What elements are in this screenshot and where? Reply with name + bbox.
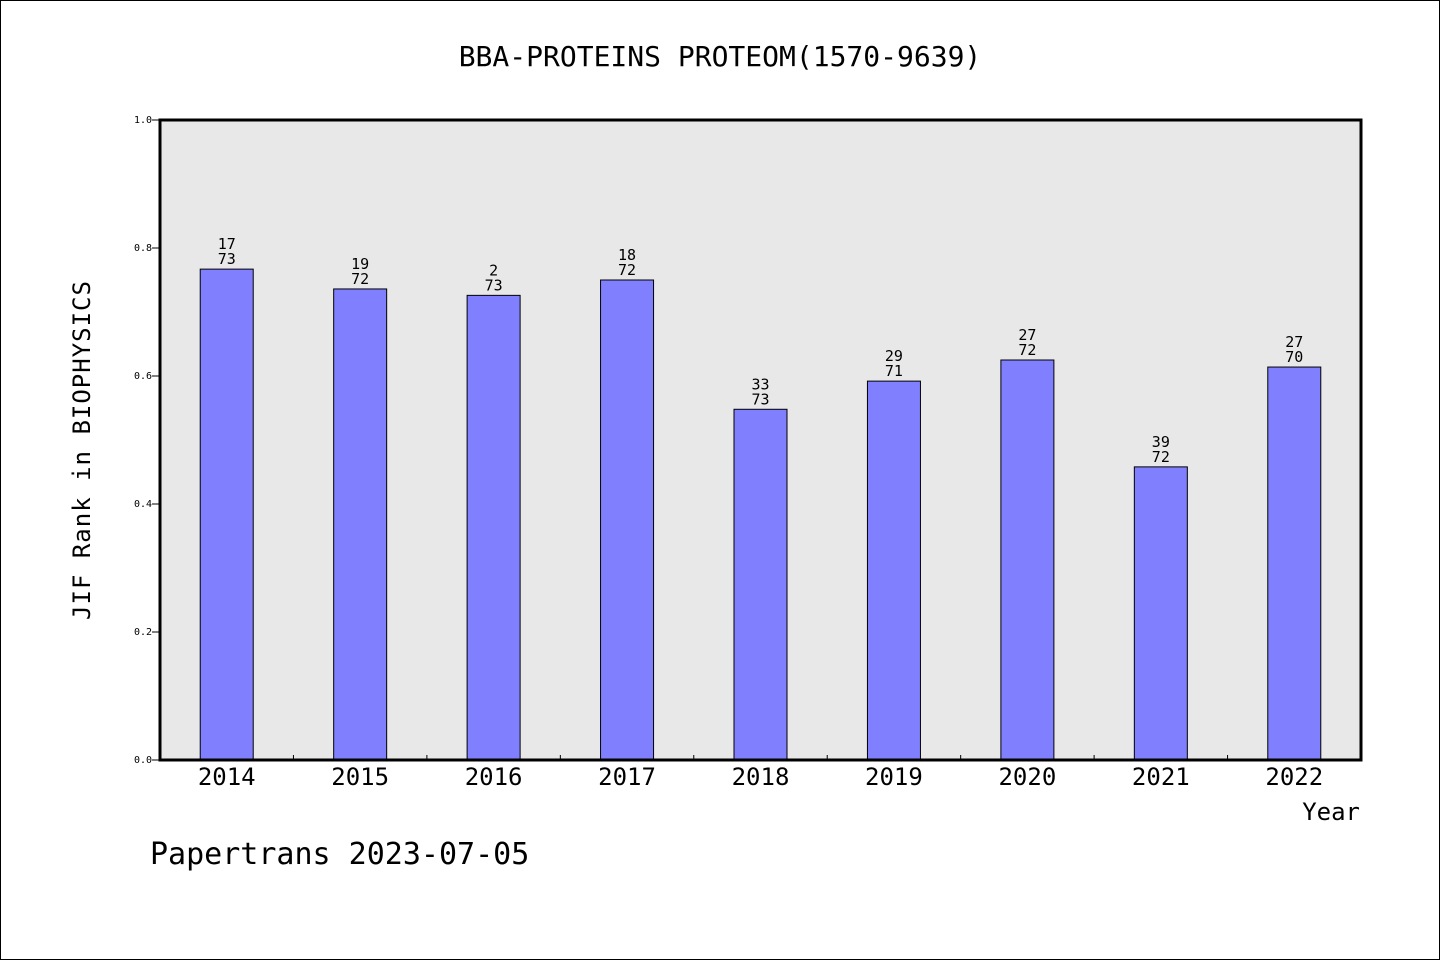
x-tick-label: 2015 (331, 763, 389, 791)
bar-2022 (1267, 366, 1322, 761)
bar-rank-label: 2 (489, 261, 498, 279)
bar-total-label: 71 (885, 362, 903, 380)
bar-total-label: 70 (1285, 348, 1303, 366)
y-tick-label: 0.4 (134, 499, 152, 510)
bar-2018 (733, 408, 788, 761)
bar-total-label: 72 (351, 270, 369, 288)
x-tick-label: 2016 (465, 763, 523, 791)
bar-total-label: 73 (751, 390, 769, 408)
bar-rank-label: 39 (1152, 433, 1170, 451)
bar-rank-label: 27 (1285, 333, 1303, 351)
bar-rank-label: 29 (885, 347, 903, 365)
x-axis: 2014 2015 2016 2017 2018 2019 2020 2021 2022 (198, 755, 1323, 791)
bar-2015 (333, 288, 388, 761)
bar-rank-label: 18 (618, 246, 636, 264)
footer-text: Papertrans 2023-07-05 (150, 837, 529, 872)
bar-rank-label: 27 (1018, 326, 1036, 344)
bar-total-label: 72 (1152, 448, 1170, 466)
bar-rank-label: 19 (351, 255, 369, 273)
bar-2021 (1133, 466, 1188, 761)
plot-border (158, 118, 1363, 762)
x-axis-label: Year (1302, 798, 1360, 826)
bar-rank-label: 33 (751, 375, 769, 393)
y-axis-label: JIF Rank in BIOPHYSICS (68, 280, 96, 620)
y-tick-label: 0.0 (134, 755, 152, 766)
y-tick-label: 0.2 (134, 627, 152, 638)
x-tick-label: 2017 (598, 763, 656, 791)
x-tick-label: 2019 (865, 763, 923, 791)
bars-group (199, 268, 1322, 761)
bar-2020 (1000, 359, 1055, 761)
bar-total-label: 72 (618, 261, 636, 279)
bar-2016 (466, 294, 521, 761)
y-tick-label: 1.0 (134, 115, 152, 126)
bar-total-label: 73 (485, 276, 503, 294)
x-tick-label: 2022 (1265, 763, 1323, 791)
chart-title: BBA-PROTEINS PROTEOM(1570-9639) (459, 40, 982, 73)
y-axis: 0.0 0.2 0.4 0.6 0.8 1.0 (134, 115, 160, 766)
y-tick-label: 0.8 (134, 243, 152, 254)
bar-total-label: 73 (218, 250, 236, 268)
bar-rank-label: 17 (218, 235, 236, 253)
y-tick-label: 0.6 (134, 371, 152, 382)
x-tick-label: 2014 (198, 763, 256, 791)
bar-2019 (866, 380, 921, 761)
x-tick-label: 2018 (732, 763, 790, 791)
x-tick-label: 2020 (998, 763, 1056, 791)
bar-total-label: 72 (1018, 341, 1036, 359)
bar-2014 (199, 268, 254, 761)
bar-2017 (600, 279, 655, 761)
x-tick-label: 2021 (1132, 763, 1190, 791)
